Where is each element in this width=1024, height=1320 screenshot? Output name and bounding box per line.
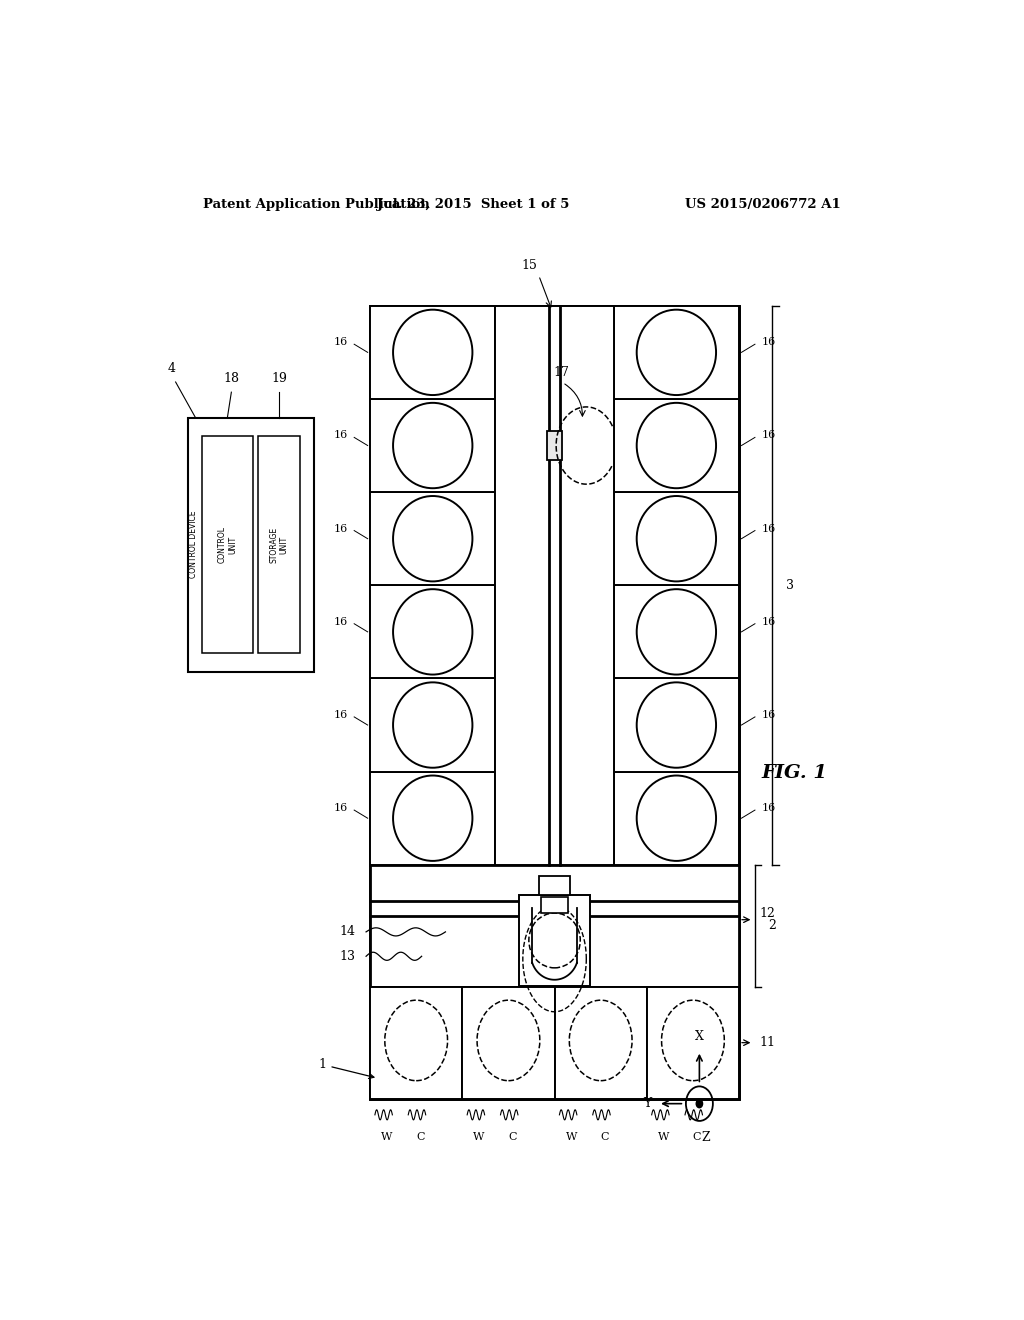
Text: 16: 16 xyxy=(761,803,775,813)
Bar xyxy=(613,306,739,399)
Bar xyxy=(539,876,570,895)
Text: Jul. 23, 2015  Sheet 1 of 5: Jul. 23, 2015 Sheet 1 of 5 xyxy=(377,198,569,211)
Text: 2: 2 xyxy=(768,919,776,932)
Text: 16: 16 xyxy=(334,337,348,347)
Bar xyxy=(258,436,300,653)
Bar xyxy=(370,492,496,585)
Text: 16: 16 xyxy=(761,524,775,533)
Text: CONTROL DEVICE: CONTROL DEVICE xyxy=(189,511,199,578)
Text: 17: 17 xyxy=(553,366,569,379)
Text: C: C xyxy=(692,1133,701,1142)
Text: US 2015/0206772 A1: US 2015/0206772 A1 xyxy=(685,198,841,211)
Bar xyxy=(613,585,739,678)
Text: 3: 3 xyxy=(785,578,794,591)
Text: FIG. 1: FIG. 1 xyxy=(762,764,827,783)
Text: 4: 4 xyxy=(168,362,176,375)
Text: 11: 11 xyxy=(760,1036,776,1049)
Bar xyxy=(547,432,562,459)
Bar xyxy=(613,678,739,772)
Bar xyxy=(370,678,496,772)
Text: W: W xyxy=(473,1133,484,1142)
Text: 16: 16 xyxy=(334,430,348,441)
Circle shape xyxy=(696,1100,702,1107)
Text: Y: Y xyxy=(643,1097,651,1110)
Bar xyxy=(370,772,496,865)
Text: 16: 16 xyxy=(761,337,775,347)
Bar xyxy=(613,399,739,492)
Text: CONTROL
UNIT: CONTROL UNIT xyxy=(218,527,238,564)
Text: 16: 16 xyxy=(761,710,775,719)
Bar xyxy=(370,306,496,399)
Text: X: X xyxy=(695,1030,703,1043)
Bar xyxy=(187,417,314,672)
Text: W: W xyxy=(657,1133,670,1142)
Bar xyxy=(613,492,739,585)
Text: 15: 15 xyxy=(521,259,538,272)
Bar xyxy=(370,987,462,1098)
Text: 16: 16 xyxy=(334,524,348,533)
Bar xyxy=(370,865,739,987)
Bar xyxy=(555,987,647,1098)
Text: 13: 13 xyxy=(340,950,355,962)
Bar xyxy=(519,895,590,986)
Bar xyxy=(462,987,555,1098)
Text: 14: 14 xyxy=(340,925,355,939)
Text: 16: 16 xyxy=(334,616,348,627)
Bar xyxy=(370,585,496,678)
Text: 1: 1 xyxy=(318,1059,374,1078)
Text: 16: 16 xyxy=(334,803,348,813)
Bar xyxy=(370,306,739,865)
Text: 16: 16 xyxy=(761,430,775,441)
Bar xyxy=(613,772,739,865)
Text: 16: 16 xyxy=(761,616,775,627)
Text: STORAGE
UNIT: STORAGE UNIT xyxy=(269,527,289,562)
Text: Patent Application Publication: Patent Application Publication xyxy=(204,198,430,211)
Text: W: W xyxy=(381,1133,392,1142)
Bar xyxy=(541,896,568,913)
Bar xyxy=(370,306,739,1098)
Text: 12: 12 xyxy=(760,907,775,920)
Text: C: C xyxy=(508,1133,517,1142)
Bar xyxy=(647,987,739,1098)
Text: C: C xyxy=(600,1133,609,1142)
Text: Z: Z xyxy=(701,1131,711,1144)
Text: 16: 16 xyxy=(334,710,348,719)
Bar xyxy=(202,436,253,653)
Text: W: W xyxy=(565,1133,577,1142)
Text: 18: 18 xyxy=(223,372,240,385)
Bar xyxy=(370,987,739,1098)
Bar xyxy=(496,306,613,865)
Text: 19: 19 xyxy=(271,372,287,385)
Bar xyxy=(370,399,496,492)
Text: C: C xyxy=(416,1133,424,1142)
